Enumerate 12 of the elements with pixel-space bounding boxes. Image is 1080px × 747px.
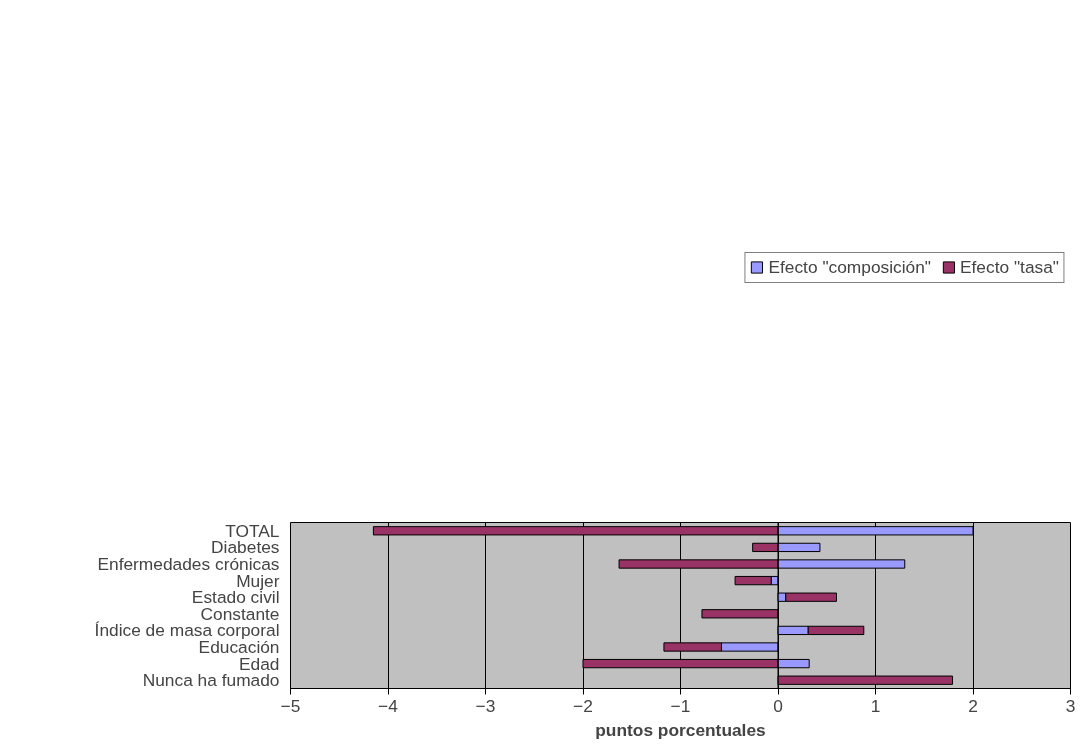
x-tick-label: 0: [773, 695, 783, 716]
x-tick-label: −3: [475, 695, 496, 716]
x-tick-label: −1: [670, 695, 691, 716]
x-tick-label: 2: [968, 695, 978, 716]
x-axis-title: puntos porcentuales: [595, 719, 766, 740]
x-tick-label: −5: [280, 695, 301, 716]
legend-label: Efecto "composición": [768, 256, 931, 278]
x-tick-label: 1: [870, 695, 881, 716]
x-tick-label: 3: [1065, 695, 1076, 716]
x-tick-label: −2: [573, 695, 593, 716]
x-tick-label: −4: [378, 695, 399, 716]
legend-label: Efecto "tasa": [960, 256, 1059, 278]
